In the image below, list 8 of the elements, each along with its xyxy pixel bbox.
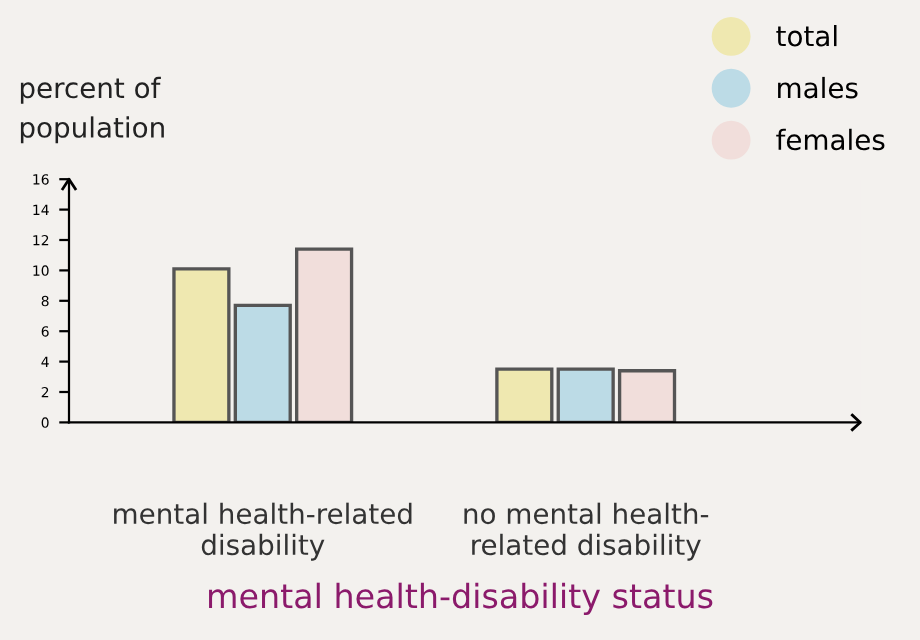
bar	[495, 367, 554, 423]
legend-label: males	[778, 76, 858, 99]
legend-label: total	[776, 25, 837, 47]
y-axis-title: percent of population	[20, 76, 164, 144]
x-tick-label: no mental health- related disability	[464, 502, 709, 561]
legend-label: females	[776, 128, 885, 151]
x-tick-label: mental health-related disability	[114, 502, 412, 561]
x-axis-title: mental health-disability status	[209, 582, 713, 615]
